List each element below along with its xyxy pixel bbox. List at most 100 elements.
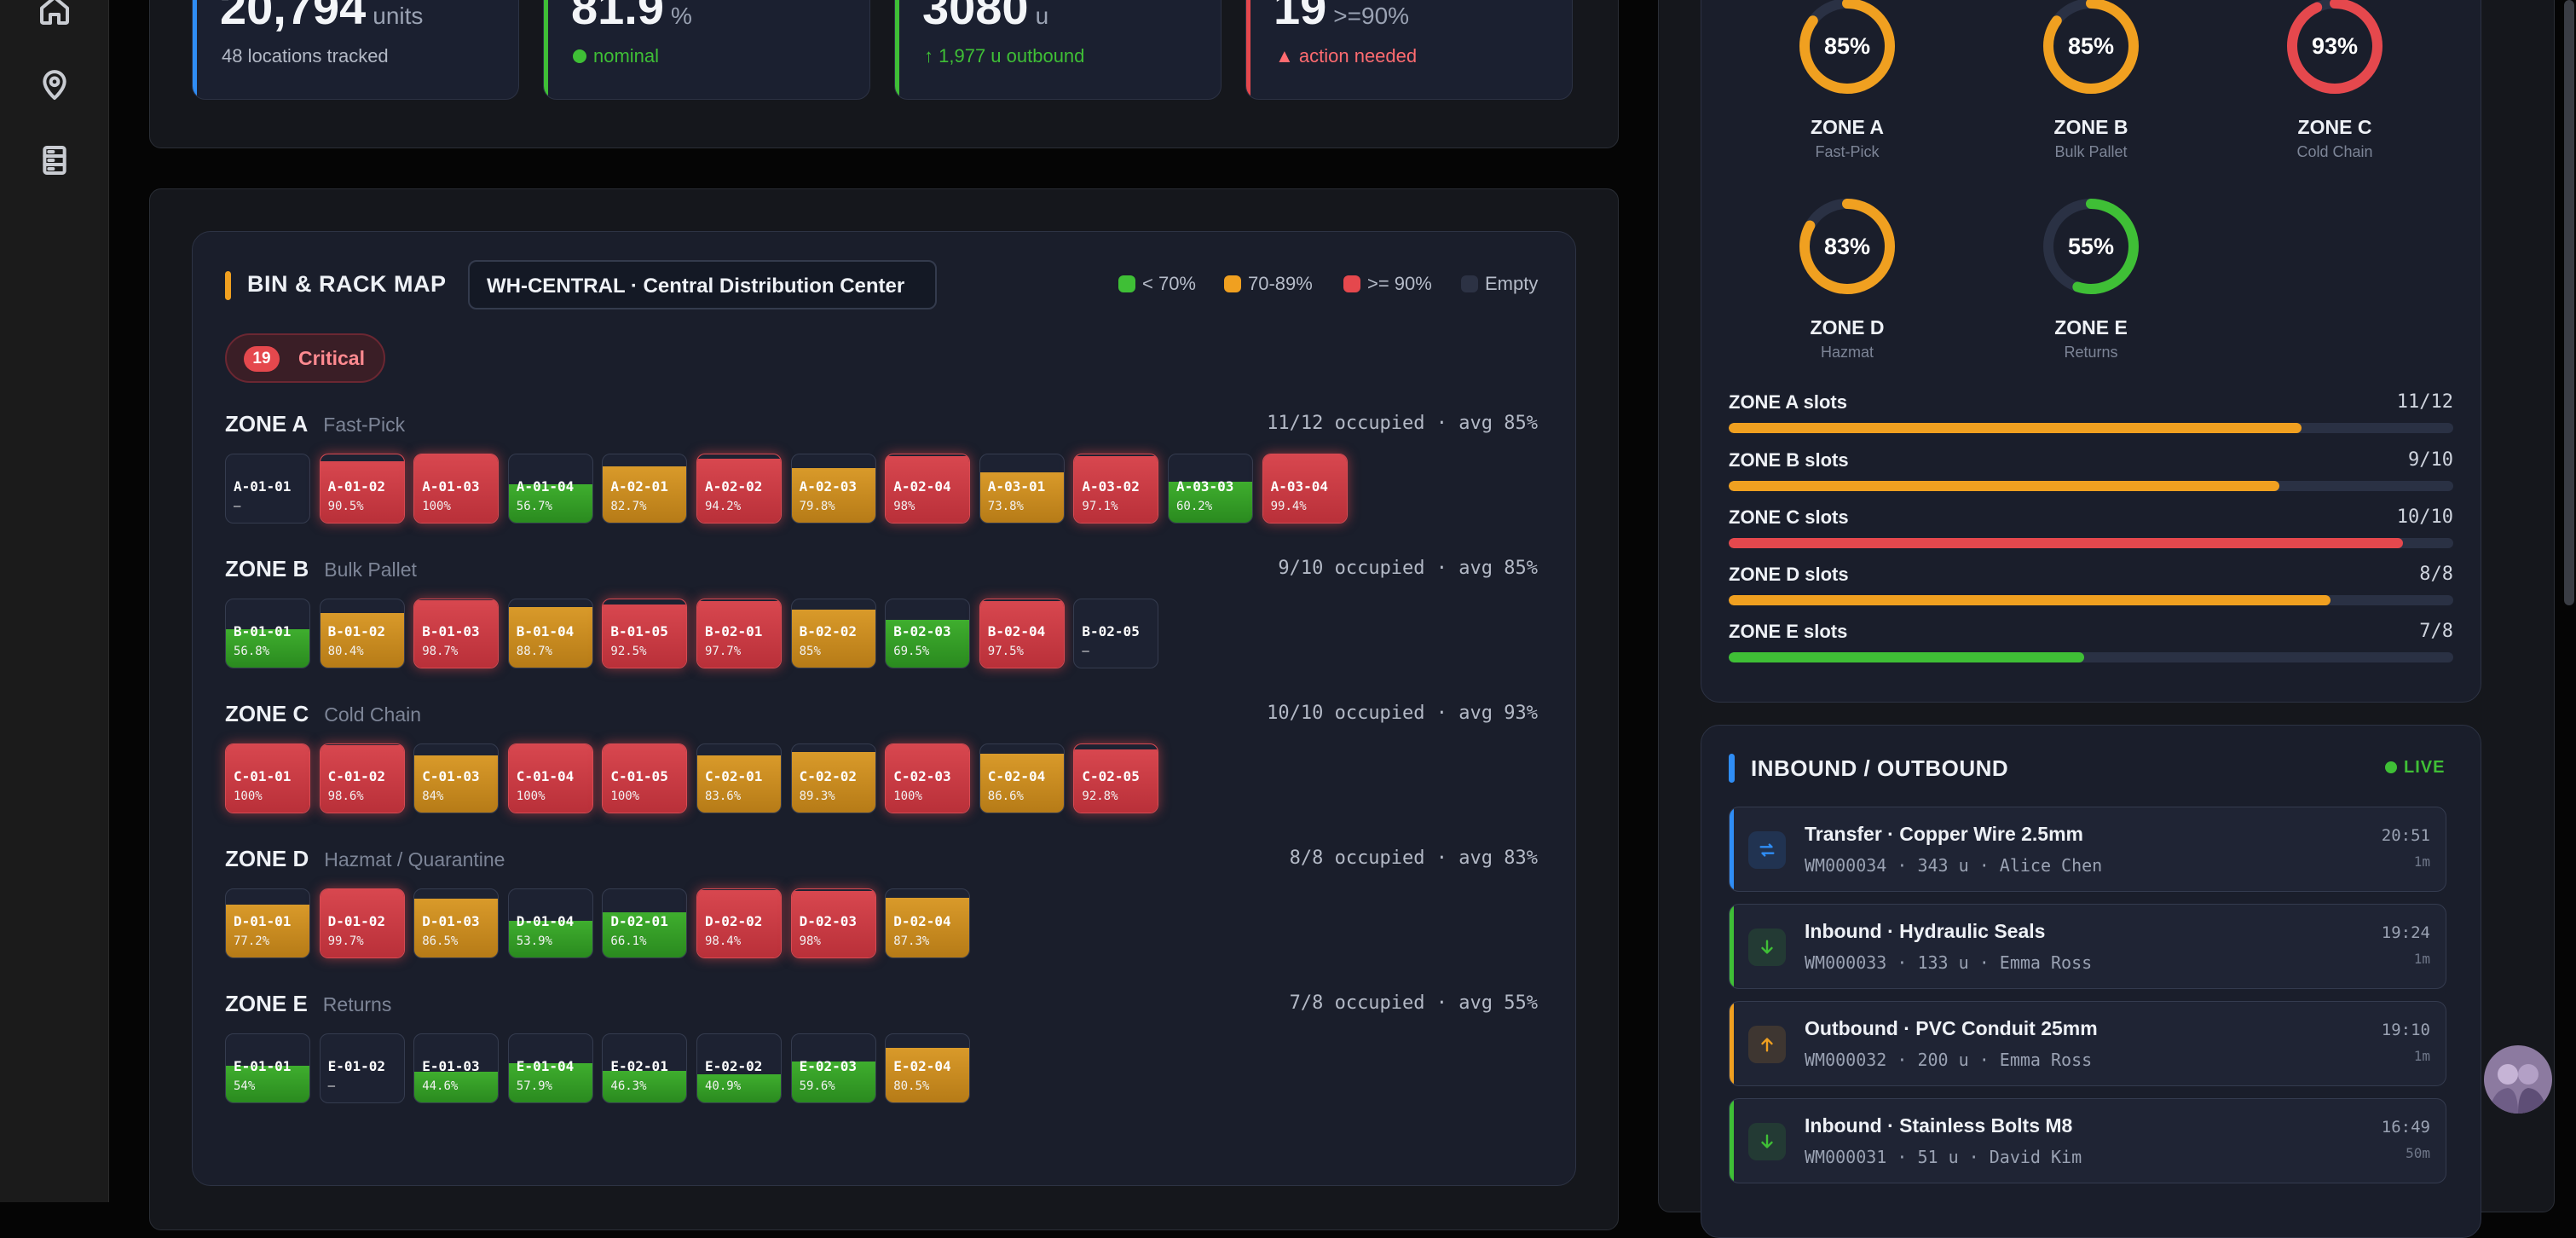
legend-item: < 70% [1118, 273, 1196, 295]
bin-cell[interactable]: B-02-04 97.5% [979, 599, 1065, 668]
bin-cell[interactable]: C-02-05 92.8% [1073, 743, 1159, 813]
bin-cell[interactable]: A-01-02 90.5% [319, 454, 405, 524]
slot-label: ZONE C slots [1729, 506, 1849, 528]
bin-code: B-02-04 [987, 623, 1046, 639]
bin-cell[interactable]: D-01-02 99.7% [319, 888, 405, 958]
bin-code: C-01-02 [327, 768, 386, 784]
bin-cell[interactable]: B-01-01 56.8% [225, 599, 310, 668]
bin-cell[interactable]: D-02-01 66.1% [602, 888, 688, 958]
critical-filter-badge[interactable]: 19 Critical [225, 333, 385, 383]
movement-item[interactable]: Transfer · Copper Wire 2.5mm WM000034 · 3… [1729, 807, 2446, 892]
support-avatar[interactable] [2484, 1045, 2552, 1114]
bin-cell[interactable]: C-01-01 100% [225, 743, 310, 813]
live-dot-icon [2385, 761, 2397, 773]
bin-percent: 80.4% [327, 645, 364, 658]
warning-triangle-icon: ▲ [1275, 45, 1299, 67]
bin-cell[interactable]: C-01-04 100% [507, 743, 593, 813]
bin-cell[interactable]: C-02-01 83.6% [696, 743, 782, 813]
bin-cell[interactable]: A-01-03 100% [413, 454, 500, 524]
bin-cell[interactable]: E-02-01 46.3% [602, 1033, 688, 1103]
bin-cell[interactable]: D-02-03 98% [790, 888, 876, 958]
bin-fill-level [697, 890, 781, 957]
zone-heading: ZONE B Bulk Pallet [225, 556, 417, 582]
bin-cell[interactable]: B-02-03 69.5% [885, 599, 971, 668]
bin-fill-level [508, 1062, 592, 1102]
bin-cell[interactable]: D-01-04 53.9% [507, 888, 593, 958]
bin-cell[interactable]: C-01-05 100% [602, 743, 688, 813]
bin-cell[interactable]: D-02-04 87.3% [885, 888, 971, 958]
warehouse-selector[interactable]: WH-CENTRAL · Central Distribution Center [468, 260, 937, 310]
zone-utilization-card [1701, 0, 2481, 703]
bin-cell[interactable]: C-02-02 89.3% [790, 743, 876, 813]
bin-percent: 59.6% [799, 1079, 835, 1093]
ring-zone-type: Fast-Pick [1815, 143, 1880, 160]
bin-code: C-02-01 [705, 768, 763, 784]
movement-accent-bar [1730, 1099, 1734, 1183]
bin-cell[interactable]: A-01-01 – [225, 454, 310, 524]
bin-cell[interactable]: B-01-04 88.7% [507, 599, 593, 668]
inbound-outbound-title: INBOUND / OUTBOUND [1751, 755, 2009, 781]
bin-cell[interactable]: A-02-04 98% [885, 454, 971, 524]
bin-cell[interactable]: E-01-02 – [319, 1033, 405, 1103]
bin-cell[interactable]: B-01-02 80.4% [319, 599, 405, 668]
bin-cell[interactable]: E-02-04 80.5% [885, 1033, 971, 1103]
bin-cell[interactable]: A-02-01 82.7% [602, 454, 688, 524]
bin-cell[interactable]: D-02-02 98.4% [696, 888, 782, 958]
zone-occupancy-stat: 10/10 occupied · avg 93% [1267, 703, 1538, 724]
location-pin-icon[interactable] [38, 68, 72, 102]
kpi-number: 3080 [922, 0, 1029, 34]
bin-code: C-01-01 [234, 768, 292, 784]
bin-cell[interactable]: D-01-03 86.5% [413, 888, 500, 958]
kpi-value: 81.9% [571, 0, 692, 32]
live-indicator: LIVE [2385, 758, 2445, 778]
slot-progress-fill [1729, 481, 2279, 491]
bin-cell[interactable]: C-01-02 98.6% [319, 743, 405, 813]
movement-item[interactable]: Outbound · PVC Conduit 25mm WM000032 · 20… [1729, 1001, 2446, 1086]
bin-cell[interactable]: B-01-05 92.5% [602, 599, 688, 668]
bin-code: A-03-01 [987, 478, 1046, 495]
bin-cell[interactable]: A-02-03 79.8% [790, 454, 876, 524]
bin-cell[interactable]: B-02-05 – [1073, 599, 1159, 668]
bin-cell[interactable]: A-03-04 99.4% [1262, 454, 1348, 524]
bin-percent: 88.7% [516, 645, 552, 658]
movement-item[interactable]: Inbound · Hydraulic Seals WM000033 · 133 … [1729, 904, 2446, 989]
movement-item[interactable]: Inbound · Stainless Bolts M8 WM000031 · 5… [1729, 1098, 2446, 1183]
bin-cell[interactable]: D-01-01 77.2% [225, 888, 310, 958]
page-scrollbar[interactable] [2564, 0, 2574, 605]
bin-cell[interactable]: A-03-01 73.8% [979, 454, 1065, 524]
home-icon[interactable] [38, 0, 72, 27]
bin-cell[interactable]: E-01-03 44.6% [413, 1033, 500, 1103]
bin-cell[interactable]: C-02-04 86.6% [979, 743, 1065, 813]
bin-cell[interactable]: E-02-03 59.6% [790, 1033, 876, 1103]
bin-cell[interactable]: A-01-04 56.7% [507, 454, 593, 524]
bin-cell[interactable]: A-03-03 60.2% [1168, 454, 1253, 524]
bin-cell[interactable]: A-02-02 94.2% [696, 454, 782, 524]
critical-count: 19 [244, 346, 280, 372]
zone-name: ZONE D [225, 846, 309, 871]
legend-swatch [1343, 275, 1360, 292]
bin-cell[interactable]: E-01-04 57.9% [507, 1033, 593, 1103]
kpi-number: 81.9 [571, 0, 664, 34]
kpi-value: 20,794 units [220, 0, 423, 32]
bin-code: E-01-02 [327, 1058, 386, 1074]
bin-cell[interactable]: E-02-02 40.9% [696, 1033, 782, 1103]
kpi-accent-bar [193, 0, 197, 99]
kpi-subtext: ↑ 1,977 u outbound [924, 45, 1084, 67]
bin-code: D-01-01 [234, 913, 292, 929]
bin-percent: 82.7% [610, 500, 647, 513]
slot-progress-fill [1729, 423, 2302, 433]
bin-cell[interactable]: E-01-01 54% [225, 1033, 310, 1103]
server-rack-icon[interactable] [38, 143, 72, 177]
zone-name: ZONE B [225, 556, 309, 581]
ring-zone-type: Cold Chain [2296, 143, 2373, 160]
bin-code: C-01-03 [422, 768, 480, 784]
bin-cell[interactable]: A-03-02 97.1% [1073, 454, 1159, 524]
critical-label: Critical [298, 347, 365, 369]
bin-cell[interactable]: B-02-01 97.7% [696, 599, 782, 668]
bin-cell[interactable]: B-01-03 98.7% [413, 599, 500, 668]
slot-count: 9/10 [2408, 449, 2453, 471]
bin-code: B-02-03 [893, 623, 951, 639]
bin-cell[interactable]: C-02-03 100% [885, 743, 971, 813]
bin-cell[interactable]: C-01-03 84% [413, 743, 500, 813]
bin-cell[interactable]: B-02-02 85% [790, 599, 876, 668]
